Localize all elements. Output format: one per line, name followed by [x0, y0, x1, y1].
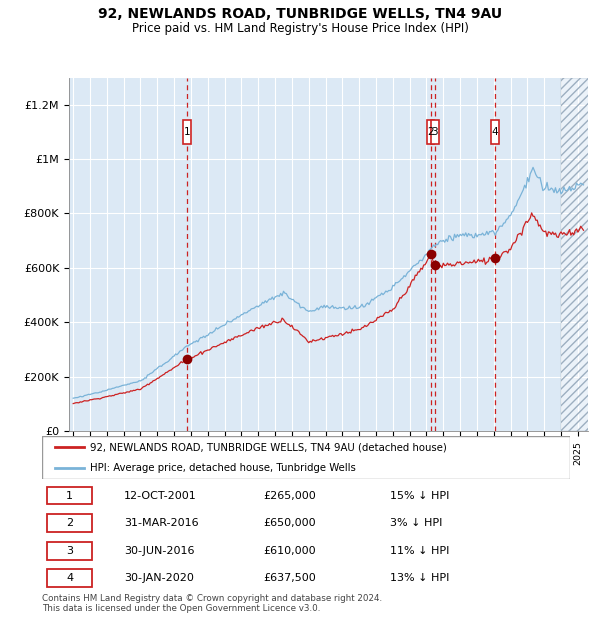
Bar [561, 78, 600, 431]
FancyBboxPatch shape [431, 120, 439, 144]
Text: 3: 3 [66, 546, 73, 556]
Text: 30-JUN-2016: 30-JUN-2016 [124, 546, 194, 556]
Text: 4: 4 [66, 574, 73, 583]
FancyBboxPatch shape [47, 542, 92, 559]
Text: £265,000: £265,000 [264, 490, 317, 500]
Text: 4: 4 [492, 127, 499, 137]
Text: £650,000: £650,000 [264, 518, 316, 528]
FancyBboxPatch shape [491, 120, 499, 144]
Text: 92, NEWLANDS ROAD, TUNBRIDGE WELLS, TN4 9AU (detached house): 92, NEWLANDS ROAD, TUNBRIDGE WELLS, TN4 … [89, 443, 446, 453]
FancyBboxPatch shape [47, 487, 92, 504]
Text: 31-MAR-2016: 31-MAR-2016 [124, 518, 199, 528]
Text: Price paid vs. HM Land Registry's House Price Index (HPI): Price paid vs. HM Land Registry's House … [131, 22, 469, 35]
Text: 30-JAN-2020: 30-JAN-2020 [124, 574, 194, 583]
Text: 3: 3 [431, 127, 438, 137]
FancyBboxPatch shape [427, 120, 434, 144]
Text: £610,000: £610,000 [264, 546, 316, 556]
Bar [561, 78, 600, 431]
Text: 1: 1 [184, 127, 191, 137]
Text: HPI: Average price, detached house, Tunbridge Wells: HPI: Average price, detached house, Tunb… [89, 463, 355, 472]
Text: 13% ↓ HPI: 13% ↓ HPI [391, 574, 450, 583]
FancyBboxPatch shape [184, 120, 191, 144]
Text: £637,500: £637,500 [264, 574, 317, 583]
Text: 92, NEWLANDS ROAD, TUNBRIDGE WELLS, TN4 9AU: 92, NEWLANDS ROAD, TUNBRIDGE WELLS, TN4 … [98, 7, 502, 22]
Text: 11% ↓ HPI: 11% ↓ HPI [391, 546, 450, 556]
Text: 2: 2 [427, 127, 434, 137]
Bar [561, 78, 600, 431]
Text: 12-OCT-2001: 12-OCT-2001 [124, 490, 197, 500]
Text: 2: 2 [66, 518, 73, 528]
Text: Contains HM Land Registry data © Crown copyright and database right 2024.
This d: Contains HM Land Registry data © Crown c… [42, 594, 382, 613]
FancyBboxPatch shape [47, 515, 92, 532]
FancyBboxPatch shape [47, 570, 92, 587]
Text: 15% ↓ HPI: 15% ↓ HPI [391, 490, 450, 500]
Text: 3% ↓ HPI: 3% ↓ HPI [391, 518, 443, 528]
Text: 1: 1 [66, 490, 73, 500]
